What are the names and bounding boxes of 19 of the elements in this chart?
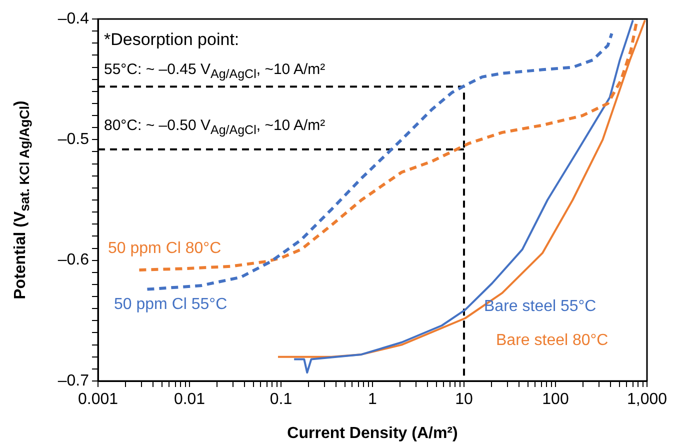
x-tick-label: 0.01 <box>174 391 206 408</box>
x-tick-label: 0.1 <box>270 391 292 408</box>
x-tick-label: 100 <box>542 391 569 408</box>
x-tick-label: 1 <box>368 391 378 408</box>
x-tick-label: 1,000 <box>626 391 668 408</box>
y-tick-label: –0.5 <box>58 131 90 148</box>
y-tick-label: –0.6 <box>58 252 90 269</box>
series-label: 50 ppm Cl 55°C <box>114 296 228 314</box>
annotation: 80°C: ~ –0.50 V$_{Ag/AgCl}$, ~10 A/m² <box>104 116 326 139</box>
annotation: *Desorption point: <box>104 30 240 50</box>
y-tick-label: –0.4 <box>58 10 90 28</box>
series-label: Bare steel 55°C <box>484 298 596 316</box>
series-label: 50 ppm Cl 80°C <box>108 240 222 258</box>
annotation: 55°C: ~ –0.45 V$_{Ag/AgCl}$, ~10 A/m² <box>104 60 326 83</box>
x-tick-label: 10 <box>455 391 473 408</box>
x-axis-title: Current Density (A/m²) <box>287 424 458 442</box>
x-tick-label: 0.001 <box>78 391 118 408</box>
y-tick-label: –0.7 <box>58 372 90 390</box>
series-label: Bare steel 80°C <box>496 332 608 350</box>
